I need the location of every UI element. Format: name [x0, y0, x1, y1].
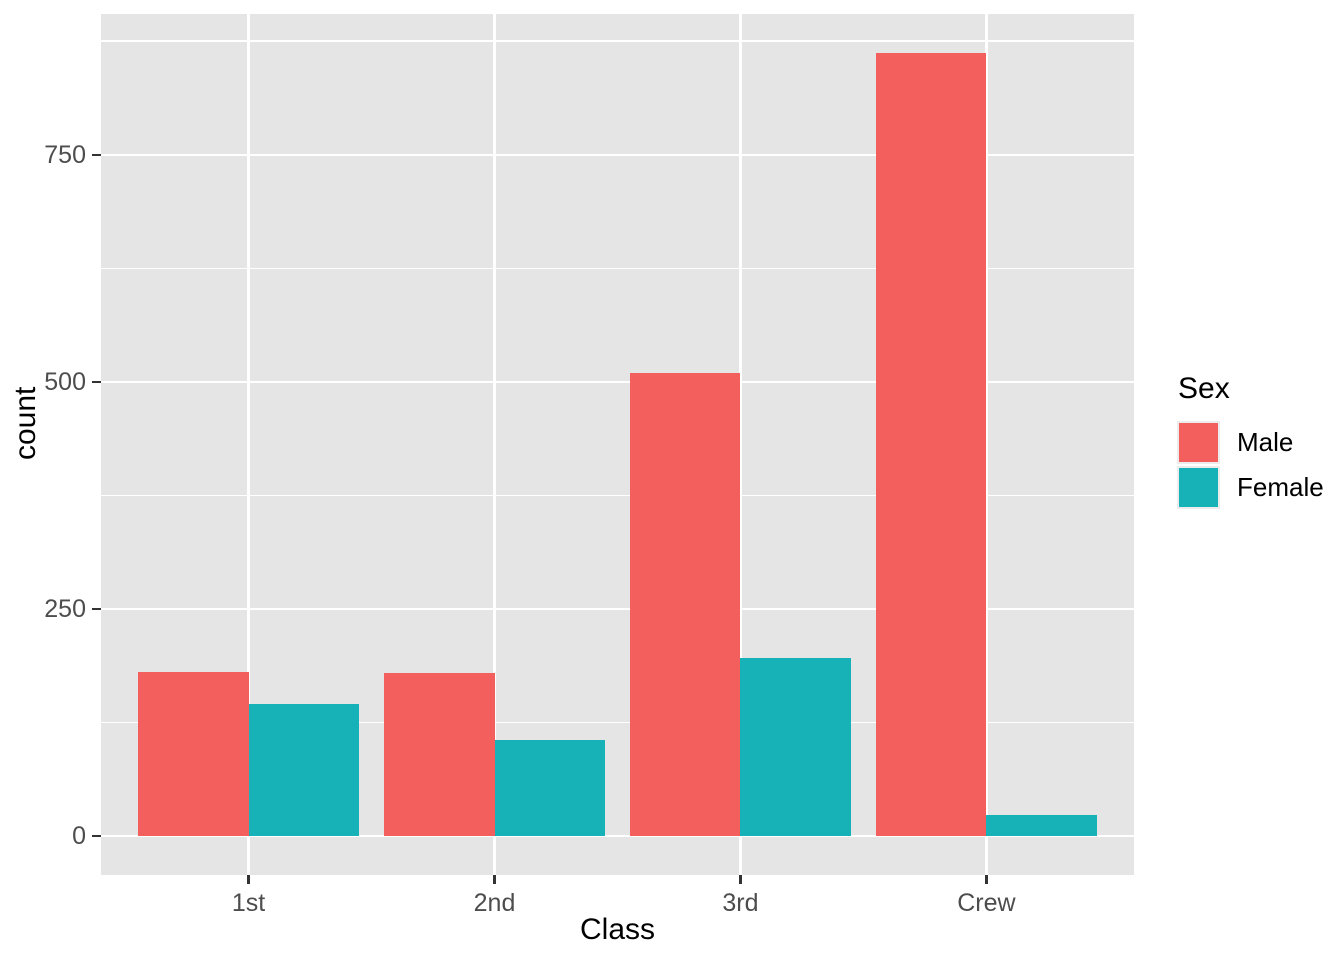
x-tick-mark-1st — [247, 875, 250, 884]
legend: Sex Male Female — [1170, 372, 1340, 510]
minor-gridline-625 — [101, 267, 1134, 270]
vertical-gridline-1st — [247, 14, 250, 875]
minor-gridline-875 — [101, 40, 1134, 42]
legend-label-male: Male — [1237, 427, 1294, 457]
legend-title: Sex — [1178, 372, 1230, 405]
major-gridline-250 — [101, 607, 1134, 611]
legend-key-male-swatch — [1177, 421, 1220, 464]
legend-label-female: Female — [1237, 472, 1324, 502]
legend-item-female: Female — [1170, 465, 1340, 510]
x-tick-mark-2nd — [493, 875, 496, 884]
x-tick-mark-3rd — [739, 875, 742, 884]
x-tick-label-1st: 1st — [231, 889, 266, 917]
x-tick-label-3rd: 3rd — [722, 889, 759, 917]
bar-female-3rd — [740, 657, 852, 836]
major-gridline-0 — [101, 834, 1134, 838]
vertical-gridline-3rd — [739, 14, 742, 875]
bar-female-Crew — [986, 815, 1098, 836]
y-tick-label-500: 500 — [44, 367, 86, 396]
x-axis-title: Class — [579, 913, 655, 946]
bar-male-3rd — [629, 372, 741, 836]
y-tick-mark-250 — [92, 607, 101, 611]
minor-gridline-125 — [101, 721, 1134, 724]
y-tick-mark-500 — [92, 380, 101, 384]
x-tick-label-crew: Crew — [957, 889, 1016, 917]
y-tick-mark-750 — [92, 153, 101, 157]
bar-female-2nd — [494, 739, 606, 836]
x-tick-mark-crew — [985, 875, 988, 884]
y-tick-label-0: 0 — [72, 821, 86, 850]
bar-male-Crew — [875, 53, 987, 836]
y-axis-title: count — [9, 386, 42, 460]
y-tick-label-750: 750 — [44, 140, 86, 169]
bar-female-1st — [248, 704, 360, 836]
bar-male-2nd — [383, 673, 495, 836]
legend-key-female-swatch — [1177, 466, 1220, 509]
y-tick-label-250: 250 — [44, 594, 86, 623]
vertical-gridline-Crew — [985, 14, 988, 875]
legend-item-male: Male — [1170, 420, 1340, 465]
y-tick-mark-0 — [92, 834, 101, 838]
x-tick-label-2nd: 2nd — [473, 889, 516, 917]
major-gridline-500 — [101, 380, 1134, 384]
vertical-gridline-2nd — [493, 14, 496, 875]
minor-gridline-375 — [101, 494, 1134, 497]
plot-panel — [101, 14, 1134, 875]
major-gridline-750 — [101, 153, 1134, 157]
bar-male-1st — [137, 672, 249, 836]
